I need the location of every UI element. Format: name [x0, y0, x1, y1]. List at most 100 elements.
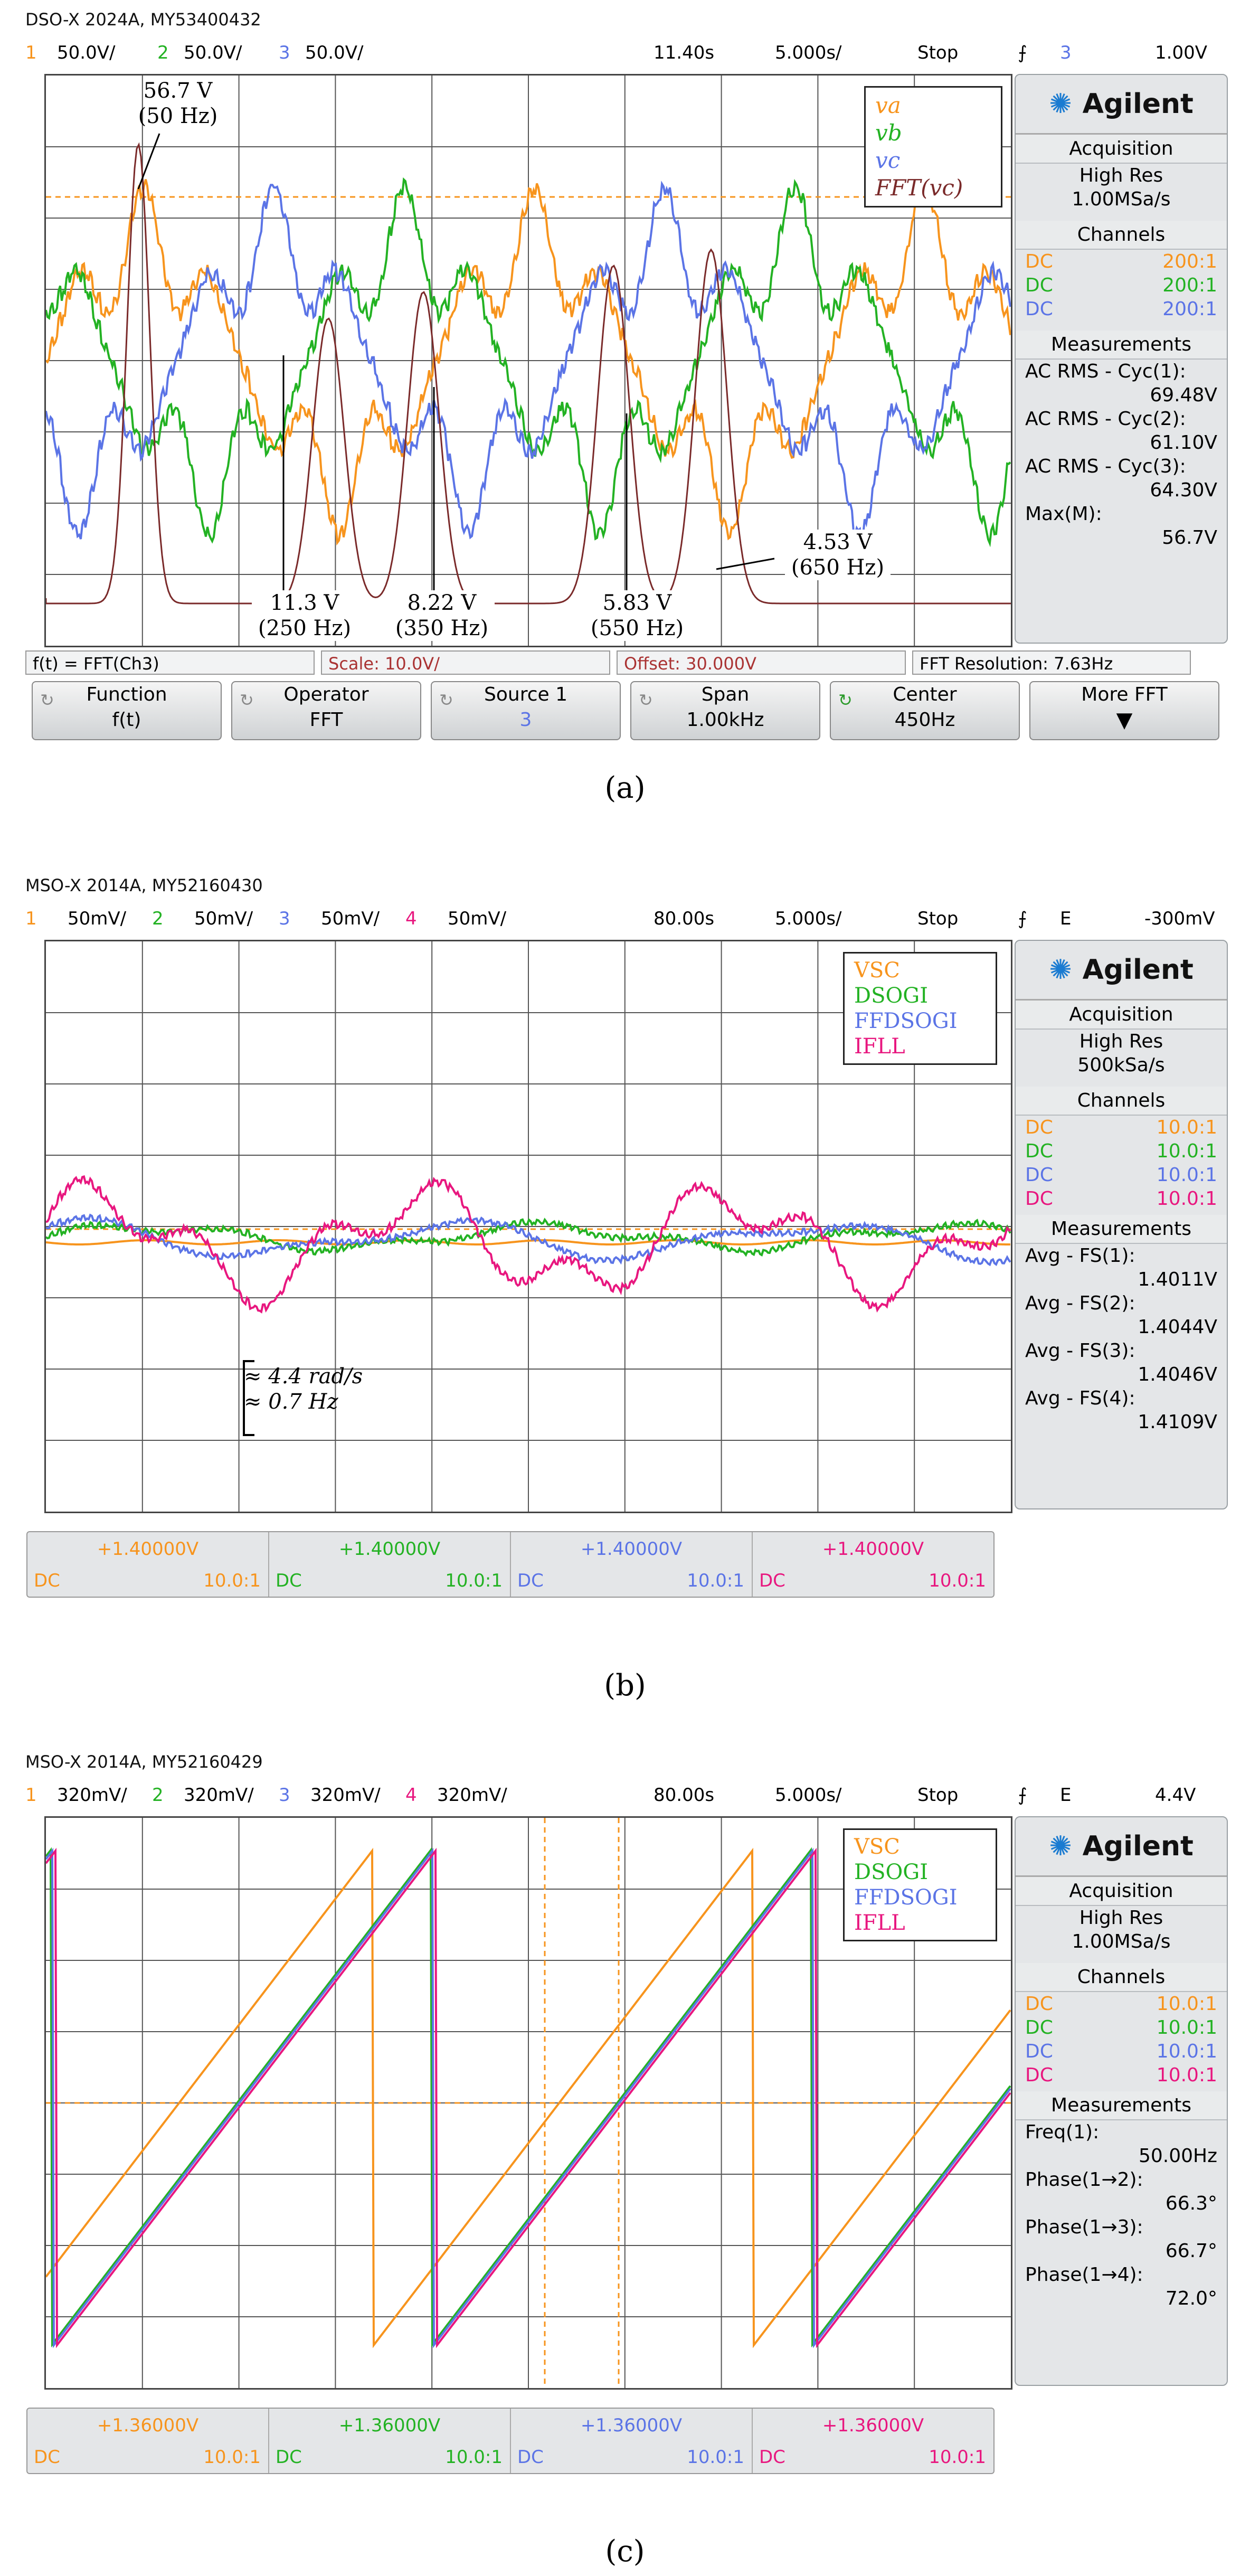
agilent-logo: ✺ Agilent [1016, 941, 1227, 1001]
ch4-scale[interactable]: 50mV/ [448, 908, 507, 929]
softkey-span[interactable]: ↻ Span 1.00kHz [630, 681, 820, 740]
channels-header[interactable]: Channels [1016, 1087, 1227, 1116]
trace-ffdsogi [46, 1847, 1011, 2348]
channel-3-row[interactable]: DC 10.0:1 [1025, 2041, 1217, 2062]
annotation-350hz: 8.22 V (350 Hz) [389, 590, 495, 641]
trigger-level[interactable]: 4.4V [1155, 1785, 1196, 1806]
ch1-offset[interactable]: +1.40000V DC 10.0:1 [27, 1532, 269, 1597]
channel-2-row[interactable]: DC 10.0:1 [1025, 2017, 1217, 2039]
channel-2-row[interactable]: DC 10.0:1 [1025, 1140, 1217, 1162]
channel-1-row[interactable]: DC 10.0:1 [1025, 1117, 1217, 1138]
ch1-label[interactable]: 1 [25, 908, 37, 929]
channel-3-row[interactable]: DC 200:1 [1025, 298, 1217, 320]
ch3-offset[interactable]: +1.36000V DC 10.0:1 [511, 2409, 753, 2473]
trigger-level[interactable]: 1.00V [1155, 42, 1207, 63]
acquisition-header[interactable]: Acquisition [1016, 1001, 1227, 1030]
softkey-center[interactable]: ↻ Center 450Hz [830, 681, 1020, 740]
time-position[interactable]: 11.40s [654, 42, 715, 63]
measurements-header[interactable]: Measurements [1016, 2091, 1227, 2120]
channels-header[interactable]: Channels [1016, 221, 1227, 250]
device-id: MSO-X 2014A, MY52160429 [25, 1752, 263, 1772]
measurement-label: Phase(1→3): [1025, 2216, 1143, 2238]
legend-ifll: IFLL [854, 1034, 905, 1059]
ch3-offset[interactable]: +1.40000V DC 10.0:1 [511, 1532, 753, 1597]
waveform-display[interactable]: VSC DSOGI FFDSOGI IFLL ≈ 4.4 rad/s ≈ 0.7 … [44, 940, 1012, 1513]
caption-b: (b) [604, 1668, 646, 1703]
ch1-scale[interactable]: 320mV/ [57, 1785, 127, 1806]
trigger-edge-icon: ⨍ [1018, 42, 1027, 63]
rotate-icon: ↻ [439, 690, 453, 710]
trace-ifll [46, 1175, 1011, 1314]
ch1-label[interactable]: 1 [25, 1785, 37, 1806]
channel-3-row[interactable]: DC 10.0:1 [1025, 1164, 1217, 1186]
channel-4-row[interactable]: DC 10.0:1 [1025, 2064, 1217, 2086]
waveform-display[interactable]: va vb vc FFT(vc) 56.7 V (50 Hz) 11.3 V (25… [44, 74, 1012, 647]
channel-4-row[interactable]: DC 10.0:1 [1025, 1188, 1217, 1210]
trace-ffdsogi [46, 1213, 1011, 1267]
run-state[interactable]: Stop [917, 908, 959, 929]
trigger-source[interactable]: 3 [1060, 42, 1072, 63]
time-scale[interactable]: 5.000s/ [775, 908, 842, 929]
time-position[interactable]: 80.00s [654, 908, 715, 929]
ch3-label[interactable]: 3 [279, 1785, 290, 1806]
ch1-label[interactable]: 1 [25, 42, 37, 63]
run-state[interactable]: Stop [917, 42, 959, 63]
trace-ifll [46, 1847, 1011, 2348]
ch3-label[interactable]: 3 [279, 42, 290, 63]
measurements-header[interactable]: Measurements [1016, 331, 1227, 360]
legend-va: va [875, 92, 901, 118]
ch4-scale[interactable]: 320mV/ [437, 1785, 507, 1806]
ch1-offset[interactable]: +1.36000V DC 10.0:1 [27, 2409, 269, 2473]
ch3-scale[interactable]: 50mV/ [321, 908, 380, 929]
time-position[interactable]: 80.00s [654, 1785, 715, 1806]
waveform-display[interactable]: VSC DSOGI FFDSOGI IFLL [44, 1816, 1012, 2390]
ch2-offset[interactable]: +1.36000V DC 10.0:1 [269, 2409, 511, 2473]
measurements-header[interactable]: Measurements [1016, 1215, 1227, 1244]
measurement-label: Avg - FS(2): [1025, 1292, 1135, 1314]
channels-header[interactable]: Channels [1016, 1963, 1227, 1992]
fft-scale[interactable]: Scale: 10.0V/ [321, 650, 610, 675]
acquisition-header[interactable]: Acquisition [1016, 135, 1227, 164]
rotate-icon: ↻ [240, 690, 254, 710]
trigger-level[interactable]: -300mV [1144, 908, 1215, 929]
ch3-scale[interactable]: 320mV/ [310, 1785, 381, 1806]
trace-vsc [46, 1847, 1011, 2348]
ch3-scale[interactable]: 50.0V/ [305, 42, 364, 63]
fft-offset[interactable]: Offset: 30.000V [617, 650, 906, 675]
softkey-more-fft[interactable]: More FFT ▼ [1029, 681, 1219, 740]
run-state[interactable]: Stop [917, 1785, 959, 1806]
ch4-offset[interactable]: +1.36000V DC 10.0:1 [759, 2415, 986, 2468]
ch2-offset[interactable]: +1.40000V DC 10.0:1 [269, 1532, 511, 1597]
ch3-label[interactable]: 3 [279, 908, 290, 929]
sample-rate: 1.00MSa/s [1072, 188, 1171, 210]
softkey-operator[interactable]: ↻ Operator FFT [231, 681, 421, 740]
trigger-mode[interactable]: E [1060, 908, 1072, 929]
ch1-scale[interactable]: 50mV/ [68, 908, 127, 929]
time-scale[interactable]: 5.000s/ [775, 42, 842, 63]
ch2-scale[interactable]: 50mV/ [194, 908, 253, 929]
measurement-label: Phase(1→2): [1025, 2169, 1143, 2191]
ch1-scale[interactable]: 50.0V/ [57, 42, 116, 63]
measurement-value: 66.7° [1165, 2240, 1217, 2262]
measurement-value: 66.3° [1165, 2193, 1217, 2214]
softkey-function[interactable]: ↻ Function f(t) [32, 681, 222, 740]
ch4-label[interactable]: 4 [405, 908, 417, 929]
agilent-spark-icon: ✺ [1049, 954, 1072, 986]
time-scale[interactable]: 5.000s/ [775, 1785, 842, 1806]
trace-vb [46, 177, 1011, 548]
channel-2-row[interactable]: DC 200:1 [1025, 275, 1217, 296]
ch4-label[interactable]: 4 [405, 1785, 417, 1806]
trigger-mode[interactable]: E [1060, 1785, 1072, 1806]
ch2-scale[interactable]: 50.0V/ [184, 42, 242, 63]
acquisition-header[interactable]: Acquisition [1016, 1877, 1227, 1906]
fft-function[interactable]: f(t) = FFT(Ch3) [25, 650, 315, 675]
ch4-offset[interactable]: +1.40000V DC 10.0:1 [759, 1539, 986, 1591]
channel-1-row[interactable]: DC 10.0:1 [1025, 1993, 1217, 2015]
rotate-icon: ↻ [639, 690, 653, 710]
ch2-scale[interactable]: 320mV/ [184, 1785, 254, 1806]
ch2-label[interactable]: 2 [152, 908, 164, 929]
channel-1-row[interactable]: DC 200:1 [1025, 251, 1217, 272]
ch2-label[interactable]: 2 [157, 42, 169, 63]
ch2-label[interactable]: 2 [152, 1785, 164, 1806]
